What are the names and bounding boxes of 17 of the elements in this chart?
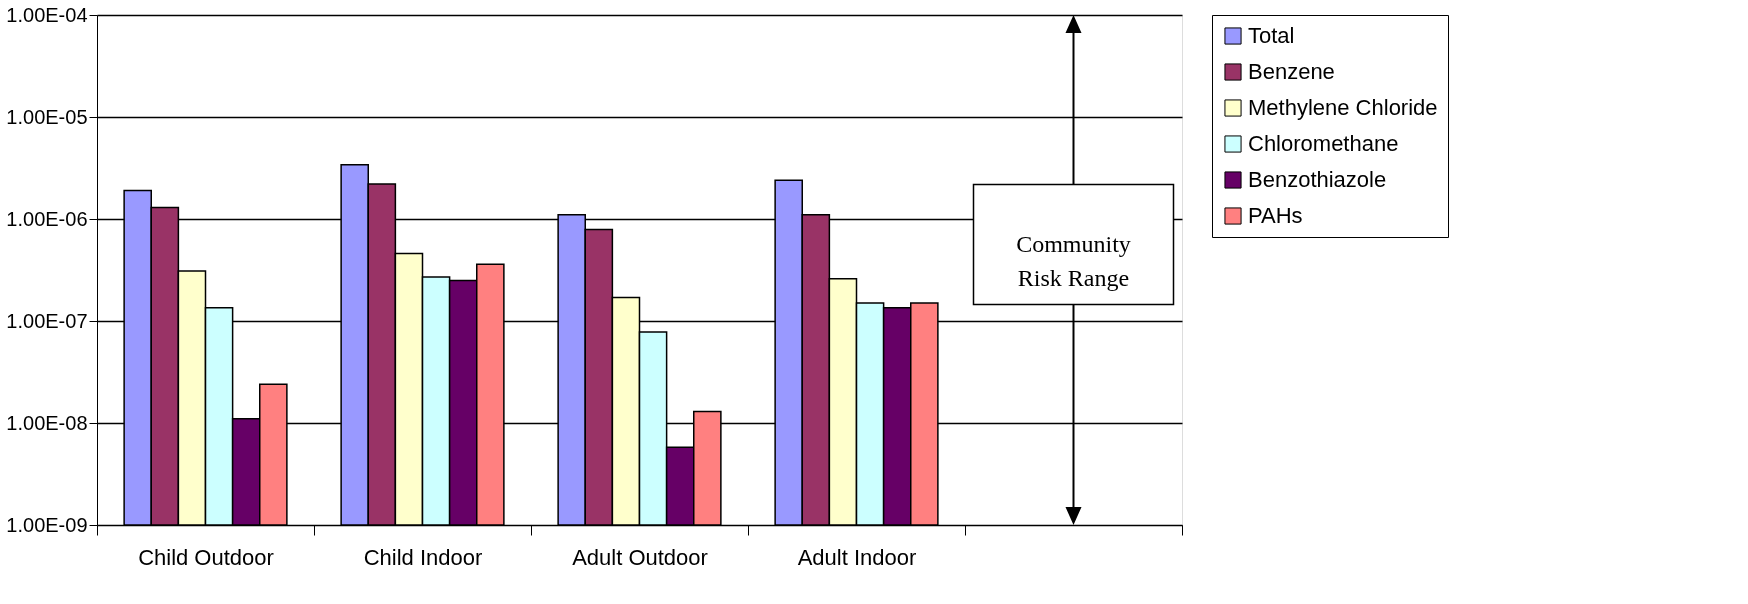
annotation: Community Risk Range [1016, 230, 1131, 291]
y-tick-label: 1.00E-08 [6, 411, 88, 434]
legend-label: Benzene [1248, 59, 1335, 84]
legend-label: Total [1248, 23, 1295, 48]
y-tick-label: 1.00E-06 [6, 207, 88, 230]
legend-label: Benzothiazole [1248, 167, 1387, 192]
x-tick-label: Child Indoor [363, 544, 483, 570]
x-tick-label: Child Outdoor [138, 544, 274, 570]
y-tick-label: 1.00E-07 [6, 309, 88, 332]
legend-label: PAHs [1248, 203, 1303, 228]
y-tick-label: 1.00E-09 [6, 513, 88, 536]
legend-label: Methylene Chloride [1248, 95, 1438, 120]
y-tick-label: 1.00E-05 [6, 105, 88, 128]
x-tick-label: Adult Outdoor [572, 544, 708, 570]
x-tick-label: Adult Indoor [797, 544, 917, 570]
legend-label: Chloromethane [1248, 131, 1399, 156]
y-tick-label: 1.00E-04 [6, 3, 88, 26]
